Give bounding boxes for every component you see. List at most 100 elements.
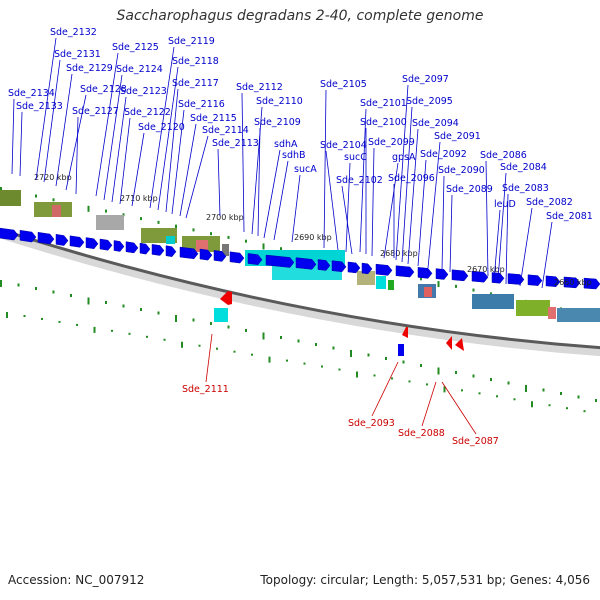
outer-tick (192, 228, 195, 232)
reverse-gene-arrow (455, 338, 464, 351)
inner-tick (210, 322, 212, 325)
inner-tick (321, 365, 323, 368)
inner-tick (163, 338, 166, 341)
outer-tick (472, 288, 475, 292)
gene-label: Sde_2127 (72, 106, 119, 117)
leader-line (449, 194, 453, 273)
leader-line (165, 88, 179, 213)
leader-line (485, 160, 489, 277)
inner-tick (548, 404, 551, 407)
outer-tick (227, 235, 230, 239)
forward-gene-arrow (229, 251, 245, 264)
inner-tick (531, 401, 533, 408)
leader-line (273, 160, 289, 241)
leader-line (505, 193, 509, 285)
gene-label: Sde_2105 (320, 79, 367, 90)
feature-block (196, 240, 208, 252)
forward-gene-arrow (247, 253, 263, 265)
reverse-gene-arrow (402, 327, 408, 338)
gene-label: Sde_2114 (202, 125, 249, 136)
leader-line (441, 381, 477, 435)
outer-tick (420, 277, 422, 281)
gene-label: Sde_2086 (480, 150, 527, 161)
gene-label: Sde_2100 (360, 117, 407, 128)
inner-tick (76, 323, 78, 326)
leader-line (65, 94, 87, 191)
outer-tick (262, 243, 265, 250)
feature-block (0, 190, 21, 206)
forward-gene-arrow (113, 240, 125, 252)
gene-label: Sde_2122 (124, 107, 171, 118)
inner-tick (437, 367, 440, 375)
inner-tick (216, 347, 218, 350)
gene-label: Sde_2089 (446, 184, 493, 195)
leader-line (205, 333, 213, 383)
outer-tick (280, 247, 282, 251)
leader-line (359, 108, 367, 253)
kbp-label: 2660 kbp (554, 278, 592, 287)
inner-tick (560, 392, 562, 395)
forward-gene-arrow (375, 263, 393, 276)
inner-tick (233, 350, 236, 353)
forward-gene-arrow (165, 245, 177, 257)
leader-line (263, 149, 281, 239)
gene-label: Sde_2101 (360, 98, 407, 109)
gene-label: Sde_2084 (500, 162, 547, 173)
inner-tick (513, 398, 516, 401)
outer-tick (245, 239, 247, 243)
inner-tick (297, 339, 300, 343)
feature-block (357, 271, 375, 285)
inner-tick (175, 315, 177, 322)
inner-tick (181, 341, 183, 348)
gene-label: gpsA (392, 152, 416, 163)
leader-line (341, 185, 353, 255)
inner-tick (426, 383, 428, 386)
gene-label: Sde_2128 (80, 84, 127, 95)
inner-tick (140, 308, 142, 311)
inner-tick (262, 332, 265, 340)
inner-tick (566, 407, 568, 410)
inner-tick (128, 332, 131, 335)
forward-gene-arrow (583, 277, 600, 290)
gene-label: Sde_2112 (236, 82, 283, 93)
leader-line (407, 128, 419, 265)
inner-tick (41, 317, 43, 320)
gene-label: Sde_2116 (178, 99, 225, 110)
gene-label: sdhB (282, 150, 306, 161)
inner-tick (251, 353, 253, 356)
forward-gene-track (0, 227, 600, 290)
gene-label: Sde_2082 (526, 197, 573, 208)
forward-gene-arrow (19, 229, 37, 243)
inner-tick (577, 395, 580, 399)
forward-gene-arrow (151, 244, 165, 256)
gene-label: Sde_2091 (434, 131, 481, 142)
forward-gene-arrow (0, 227, 19, 241)
forward-gene-arrow (99, 238, 113, 251)
leader-line (119, 117, 131, 205)
forward-gene-arrow (85, 237, 99, 250)
outer-tick (52, 198, 55, 202)
gene-label: Sde_2109 (254, 117, 301, 128)
inner-tick (35, 287, 37, 290)
inner-tick (356, 371, 358, 378)
inner-tick (373, 374, 376, 377)
kbp-label: 2700 kbp (206, 213, 244, 222)
forward-gene-arrow (471, 270, 489, 283)
forward-gene-arrow (507, 273, 525, 285)
leader-line (519, 207, 533, 287)
gene-label: Sde_2104 (320, 140, 367, 151)
inner-tick (17, 283, 20, 287)
inner-tick (286, 359, 288, 362)
gene-label: Sde_2083 (502, 183, 549, 194)
inner-tick (402, 360, 405, 364)
gene-labels: Sde_2134 Sde_2133 Sde_2132 Sde_2131 Sde_2129… (8, 27, 593, 447)
inner-tick (420, 364, 422, 367)
gene-label: Sde_2123 (120, 86, 167, 97)
inner-tick (268, 356, 271, 363)
forward-gene-arrow (545, 275, 561, 287)
forward-gene-arrow (55, 233, 69, 246)
inner-tick (472, 374, 475, 378)
leader-line (421, 381, 437, 427)
gene-label: Sde_2088 (398, 428, 445, 439)
gene-label: Sde_2090 (438, 165, 485, 176)
